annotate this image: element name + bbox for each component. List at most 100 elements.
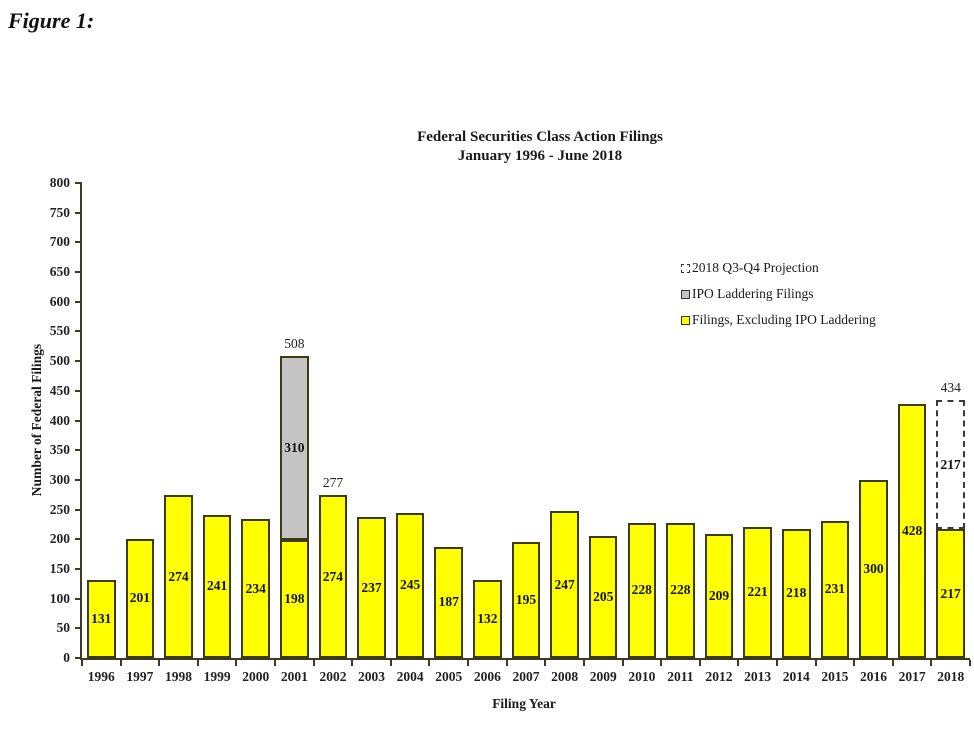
bar-slot-2017: 428 2017 (893, 183, 932, 684)
bar-slot-2012: 209 2012 (700, 183, 739, 684)
bar-slot-2018: 217 217 434 2018 (931, 183, 970, 684)
bar-1997-filings: 201 (125, 538, 155, 658)
y-tick-label: 350 (49, 442, 70, 458)
legend-swatch-icon (681, 289, 690, 299)
x-tick-mark (660, 660, 663, 666)
x-tick-mark (775, 660, 778, 666)
x-tick-label-2010: 2010 (628, 669, 656, 684)
x-tick-label-2011: 2011 (667, 669, 694, 684)
bar-slot-2004: 245 2004 (391, 183, 430, 684)
y-tick-label: 150 (49, 560, 70, 576)
bar-slot-2010: 228 2010 (623, 183, 662, 684)
x-tick-mark (698, 660, 701, 666)
x-tick-label-2012: 2012 (705, 669, 733, 684)
bar-2016-filings: 300 (859, 479, 888, 658)
x-tick-label-2013: 2013 (744, 669, 772, 684)
bar-2011-filings: 228 (666, 522, 695, 658)
bar-slot-1996: 131 1996 (82, 183, 121, 684)
bar-2001-filings: 198 (280, 540, 309, 658)
x-tick-mark (351, 660, 354, 666)
x-tick-label-2004: 2004 (396, 669, 424, 684)
legend-item-0: 2018 Q3-Q4 Projection (681, 260, 876, 276)
x-tick-label-2007: 2007 (512, 669, 540, 684)
bar-slot-2002: 274 277 2002 (314, 183, 353, 684)
x-tick-mark (737, 660, 740, 666)
y-tick-mark (75, 419, 82, 422)
y-tick-mark (75, 330, 82, 333)
x-tick-label-2005: 2005 (435, 669, 463, 684)
bar-slot-2005: 187 2005 (429, 183, 468, 684)
bar-slot-2003: 237 2003 (352, 183, 391, 684)
y-tick-label: 800 (49, 175, 70, 190)
x-tick-mark (467, 660, 470, 666)
bar-2001-total-label: 508 (284, 336, 305, 352)
x-tick-mark (930, 660, 933, 666)
bar-2008-filings: 247 (550, 511, 579, 658)
bar-2018-filings: 217 (936, 529, 965, 658)
x-tick-label-2014: 2014 (782, 669, 810, 684)
figure-label: Figure 1: (8, 8, 95, 33)
bar-slot-1997: 201 1997 (121, 183, 160, 684)
legend-item-1: IPO Laddering Filings (681, 286, 876, 302)
legend-label: IPO Laddering Filings (692, 286, 814, 301)
bar-2003-filings: 237 (357, 517, 386, 658)
x-tick-label-2017: 2017 (898, 669, 926, 684)
chart-title: Federal Securities Class Action Filings (417, 129, 663, 145)
x-tick-mark (891, 660, 894, 666)
x-tick-mark (235, 660, 238, 666)
x-tick-label-2001: 2001 (280, 669, 308, 684)
bar-2012-filings: 209 (704, 533, 734, 658)
x-tick-mark (119, 660, 122, 666)
legend-dashed-swatch-icon (681, 263, 690, 273)
y-tick-mark (75, 449, 82, 452)
y-tick-label: 600 (49, 293, 70, 309)
x-tick-mark (582, 660, 585, 666)
y-tick-label: 400 (49, 412, 70, 428)
bar-1996-filings: 131 (87, 580, 116, 658)
x-tick-mark (81, 660, 83, 666)
y-tick-mark (75, 567, 82, 570)
x-tick-label-2018: 2018 (937, 669, 965, 684)
bar-slot-2013: 221 2013 (738, 183, 777, 684)
y-tick-label: 300 (49, 471, 70, 487)
bar-2015-filings: 231 (820, 520, 850, 658)
y-tick-mark (75, 389, 82, 392)
y-tick-mark (75, 657, 82, 659)
x-tick-label-2002: 2002 (319, 669, 347, 684)
x-tick-mark (814, 660, 817, 666)
bar-slot-2015: 231 2015 (816, 183, 855, 684)
bar-slot-2008: 247 2008 (545, 183, 584, 684)
x-tick-label-2009: 2009 (589, 669, 617, 684)
x-tick-label-2000: 2000 (242, 669, 270, 684)
x-tick-mark (196, 660, 199, 666)
y-tick-mark (75, 241, 82, 244)
y-tick-mark (75, 211, 82, 214)
x-tick-mark (158, 660, 161, 666)
legend-label: Filings, Excluding IPO Laddering (692, 312, 876, 327)
bar-2004-filings: 245 (395, 512, 425, 658)
y-tick-label: 50 (56, 620, 71, 636)
bar-2009-filings: 205 (588, 536, 618, 658)
x-tick-label-2006: 2006 (473, 669, 501, 684)
bar-2006-filings: 132 (473, 579, 502, 658)
y-tick-mark (75, 360, 82, 363)
x-axis-title: Filing Year (492, 696, 556, 711)
bar-2010-filings: 228 (627, 522, 657, 658)
x-tick-label-1999: 1999 (203, 669, 231, 684)
x-tick-label-2008: 2008 (551, 669, 579, 684)
bar-2018-projection: 217 (936, 400, 965, 530)
bar-slot-2016: 300 2016 (854, 183, 893, 684)
x-tick-label-2016: 2016 (859, 669, 887, 684)
x-tick-mark (505, 660, 508, 666)
y-tick-label: 100 (49, 590, 70, 606)
y-tick-label: 550 (49, 323, 70, 339)
bar-2007-filings: 195 (511, 542, 541, 658)
legend-swatch-icon (681, 315, 690, 325)
bar-2000-filings: 234 (241, 519, 270, 658)
bar-2002-filings: 274 (318, 495, 348, 658)
x-tick-label-2003: 2003 (358, 669, 386, 684)
bar-slot-1998: 274 1998 (159, 183, 198, 684)
bar-slot-2007: 195 2007 (507, 183, 546, 684)
y-tick-label: 0 (63, 650, 70, 665)
